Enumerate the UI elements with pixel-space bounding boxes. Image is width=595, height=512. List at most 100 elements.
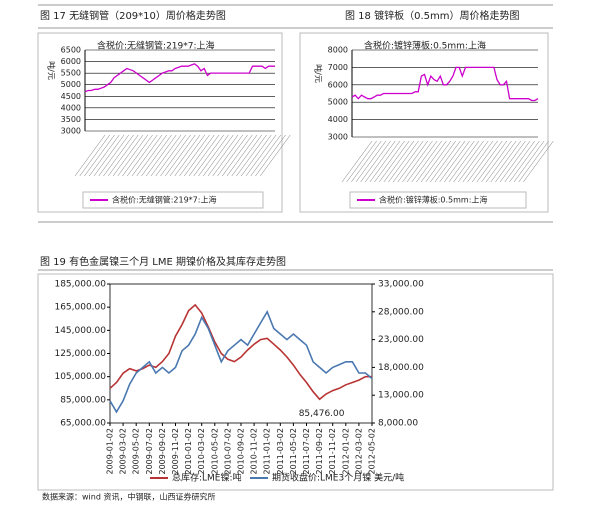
x-label-hatch [509, 140, 540, 183]
y-tick-label: 85,000.00 [60, 395, 106, 405]
x-label-hatch [388, 140, 419, 183]
x-label-hatch [207, 134, 239, 177]
x-label-hatch [188, 134, 220, 177]
x-label-hatch [165, 134, 196, 177]
chart-subtitle: 含税价:无缝钢管:219*7:上海 [97, 40, 215, 52]
y-tick-label: 6500 [61, 46, 81, 55]
x-tick-label: 2009-11-02 [171, 428, 180, 475]
x-tick-label: 2010-07-02 [223, 428, 232, 475]
x-label-hatch [174, 134, 205, 177]
x-label-hatch [453, 140, 484, 183]
x-label-hatch [369, 140, 401, 183]
x-label-hatch [131, 134, 163, 177]
x-label-hatch [490, 140, 522, 183]
x-tick-label: 2009-09-02 [158, 428, 167, 475]
y2-tick-label: 18,000.00 [378, 363, 424, 373]
y-tick-label: 5000 [328, 98, 348, 107]
x-label-hatch [198, 134, 229, 177]
x-label-hatch [374, 140, 405, 183]
x-label-hatch [193, 134, 224, 177]
y2-tick-label: 33,000.00 [378, 280, 424, 290]
y-axis-label: 吨/元 [314, 64, 324, 83]
y-tick-label: 3000 [328, 133, 348, 142]
x-label-hatch [241, 134, 272, 177]
x-label-hatch [523, 140, 554, 183]
y-tick-label: 5000 [61, 80, 81, 89]
legend-frame [82, 191, 264, 209]
chart-frame [299, 32, 549, 213]
y-tick-label: 4500 [61, 92, 81, 101]
x-label-hatch [341, 140, 373, 183]
legend-label: 期货收盘价:LME3个月镍 美元/吨 [272, 472, 404, 484]
x-label-hatch [448, 140, 480, 183]
y-tick-label: 145,000.00 [54, 326, 106, 336]
y-tick-label: 3000 [61, 127, 81, 136]
x-tick-label: 2011-01-02 [263, 428, 272, 475]
x-tick-label: 2011-11-02 [328, 428, 337, 475]
figure-title: 图 18 镀锌板（0.5mm）周价格走势图 [345, 9, 519, 22]
x-label-hatch [444, 140, 475, 183]
x-label-hatch [260, 134, 291, 177]
y2-tick-label: 23,000.00 [378, 335, 424, 345]
x-label-hatch [355, 140, 387, 183]
legend-label: 含税价:镀锌薄板:0.5mm:上海 [379, 195, 487, 205]
x-label-hatch [499, 140, 531, 183]
y-tick-label: 6000 [61, 57, 81, 66]
x-label-hatch [222, 134, 253, 177]
x-tick-label: 2009-03-02 [119, 428, 128, 475]
x-label-hatch [406, 140, 438, 183]
y2-tick-label: 28,000.00 [378, 307, 424, 317]
x-label-hatch [179, 134, 210, 177]
x-tick-label: 2011-03-02 [276, 428, 285, 475]
x-label-hatch [518, 140, 549, 183]
plot-frame [109, 283, 373, 424]
x-label-hatch [434, 140, 466, 183]
x-label-hatch [127, 134, 158, 177]
y-tick-label: 6000 [328, 80, 348, 89]
x-label-hatch [217, 134, 248, 177]
series-line [109, 303, 372, 401]
x-tick-label: 2012-03-02 [354, 428, 363, 475]
x-label-hatch [255, 134, 286, 177]
y-tick-label: 105,000.00 [54, 372, 106, 382]
x-label-hatch [103, 134, 134, 177]
x-label-hatch [245, 134, 277, 177]
y2-tick-label: 8,000.00 [378, 419, 418, 429]
x-label-hatch [141, 134, 172, 177]
x-label-hatch [416, 140, 447, 183]
x-label-hatch [184, 134, 215, 177]
x-label-hatch [169, 134, 201, 177]
legend-frame [349, 191, 527, 209]
x-label-hatch [98, 134, 129, 177]
x-tick-label: 2010-05-02 [210, 428, 219, 475]
x-label-hatch [108, 134, 139, 177]
y-tick-label: 125,000.00 [54, 349, 106, 359]
x-tick-label: 2010-03-02 [197, 428, 206, 475]
x-label-hatch [458, 140, 489, 183]
x-label-hatch [160, 134, 191, 177]
legend-label: 含税价:无缝钢管:219*7:上海 [112, 195, 216, 205]
x-label-hatch [481, 140, 512, 183]
y-tick-label: 185,000.00 [54, 280, 106, 290]
x-label-hatch [467, 140, 498, 183]
x-label-hatch [155, 134, 186, 177]
x-label-hatch [495, 140, 526, 183]
x-label-hatch [397, 140, 429, 183]
x-label-hatch [360, 140, 391, 183]
x-label-hatch [513, 140, 545, 183]
chart-subtitle: 含税价:镀锌薄板:0.5mm:上海 [364, 40, 486, 52]
chart-frame [37, 273, 554, 491]
x-label-hatch [392, 140, 424, 183]
x-label-hatch [136, 134, 167, 177]
x-label-hatch [79, 134, 110, 177]
x-label-hatch [89, 134, 120, 177]
x-label-hatch [93, 134, 125, 177]
x-label-hatch [346, 140, 377, 183]
y-tick-label: 4000 [61, 103, 81, 112]
y-tick-label: 8000 [328, 46, 348, 55]
x-label-hatch [250, 134, 281, 177]
y-tick-label: 5500 [61, 69, 81, 78]
x-label-hatch [117, 134, 148, 177]
y-tick-label: 165,000.00 [54, 303, 106, 313]
